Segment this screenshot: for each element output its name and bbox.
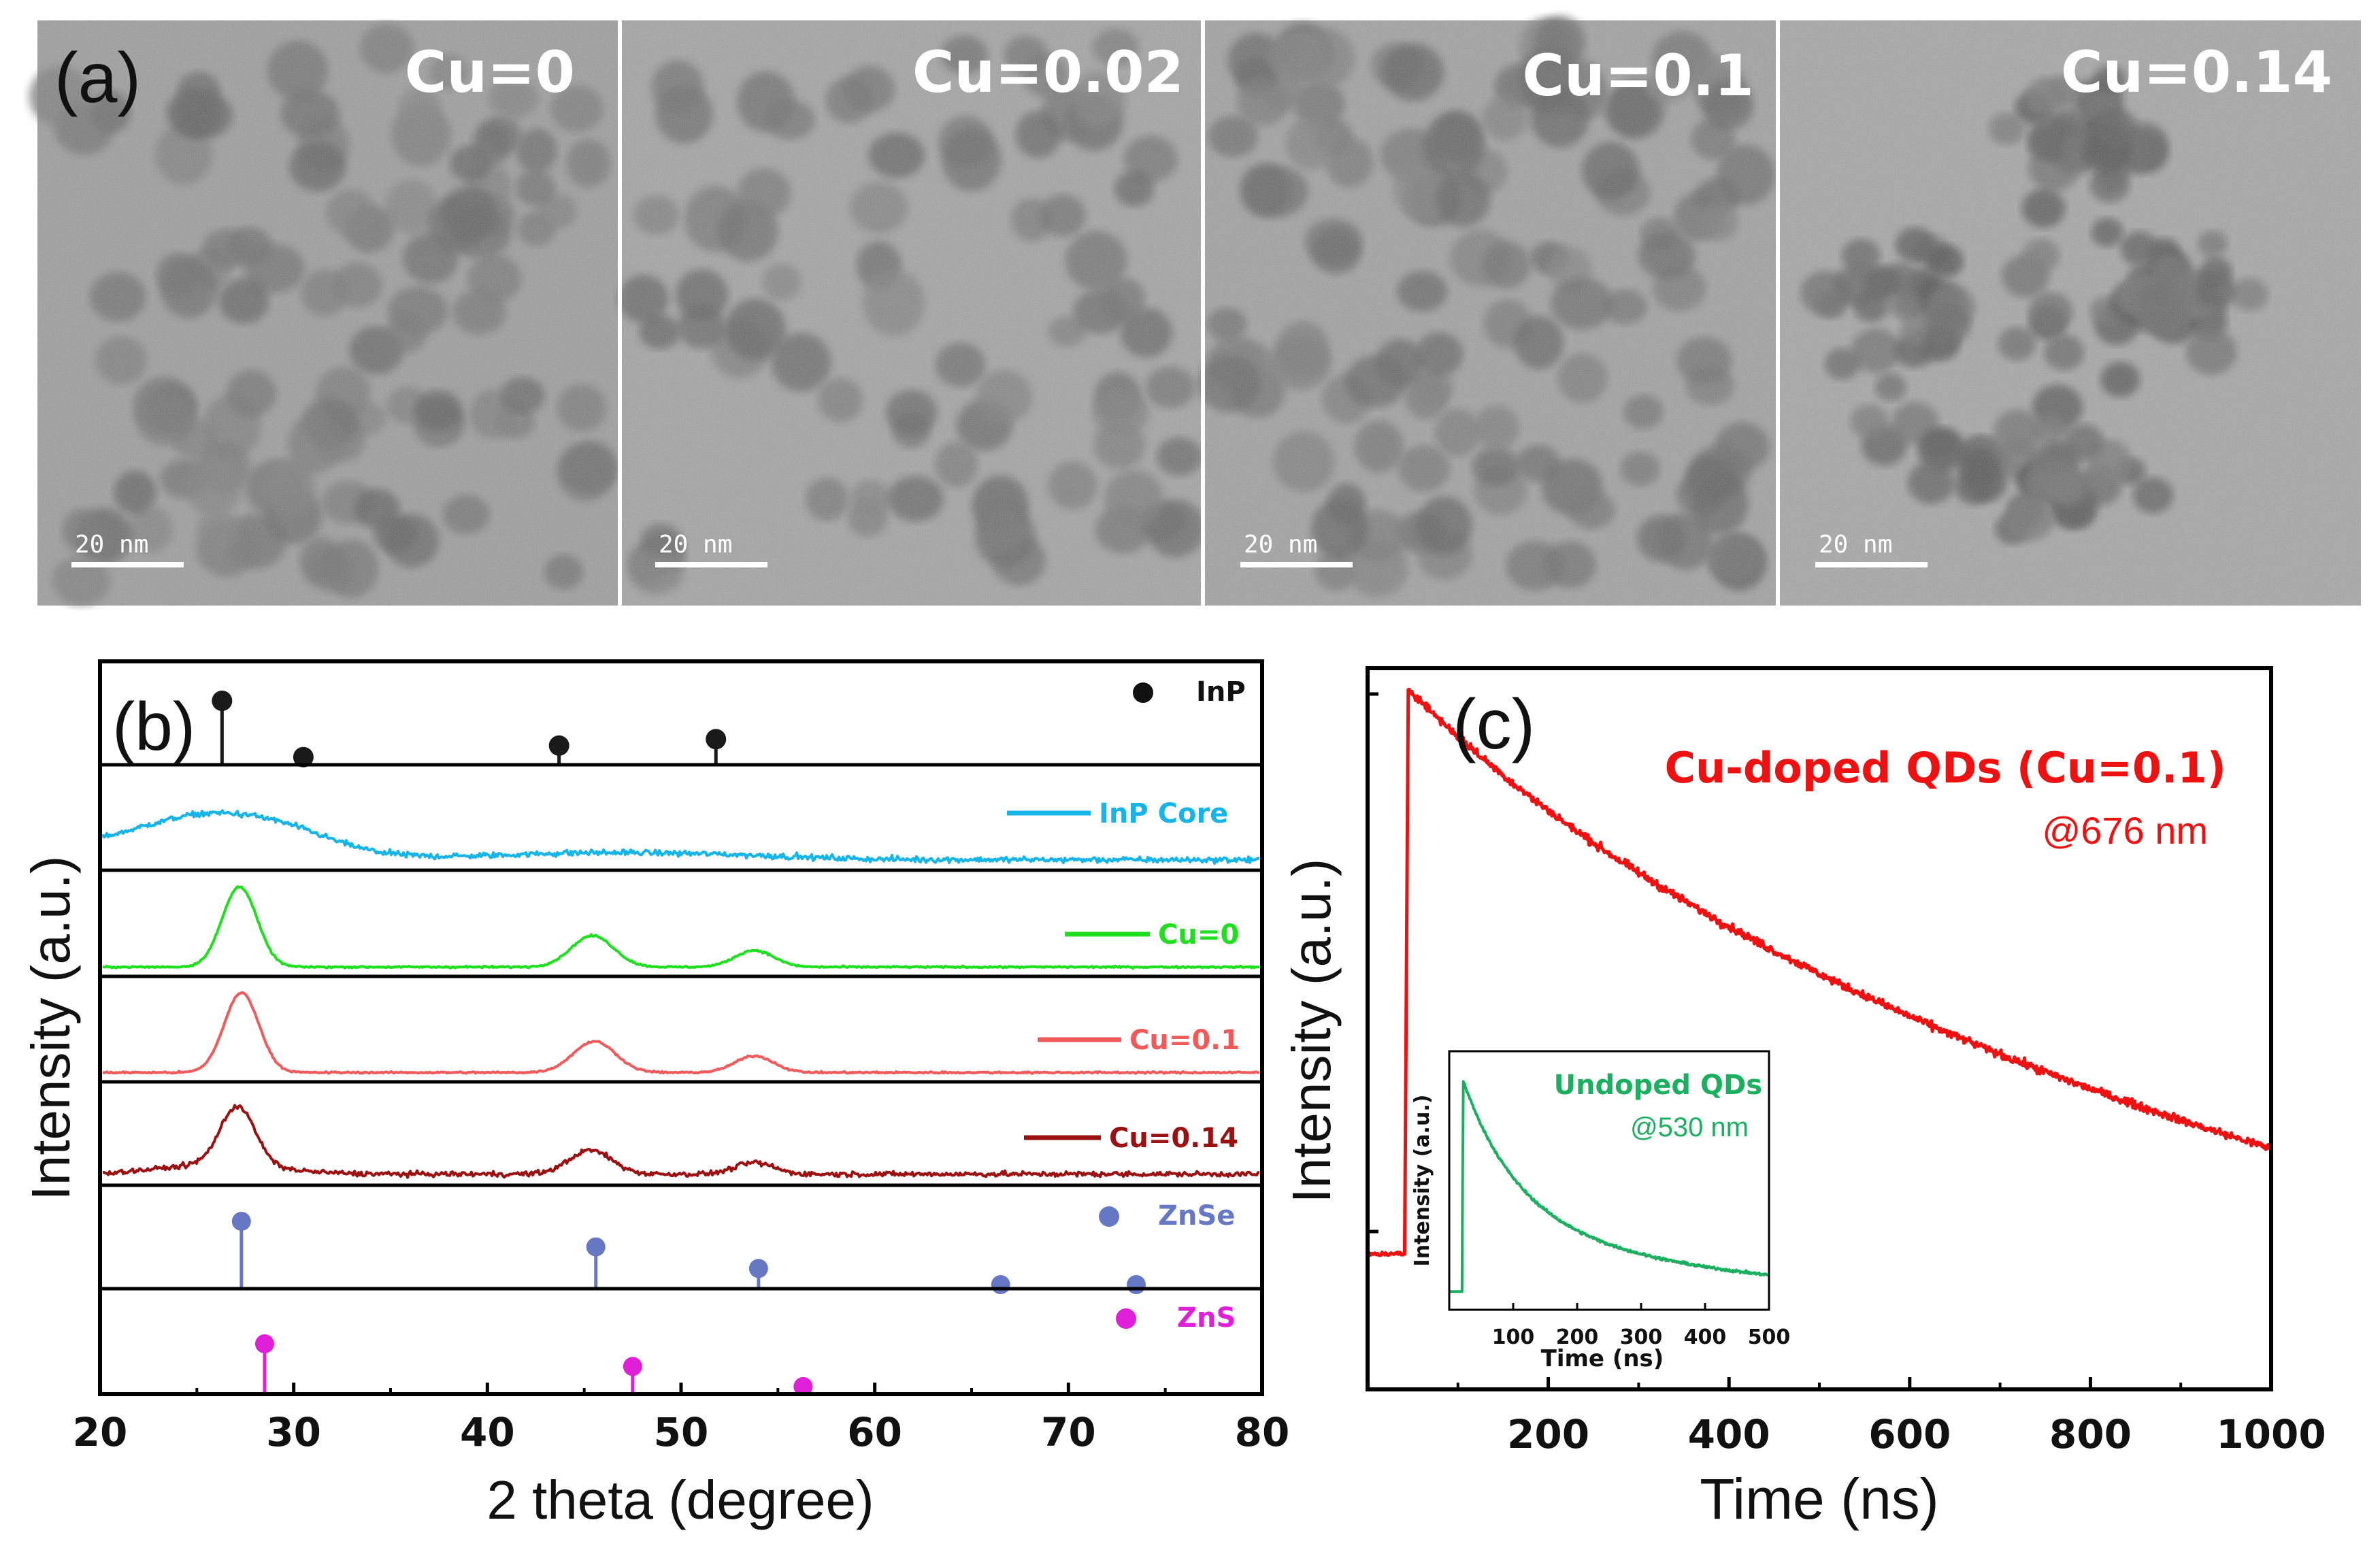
xrd-x-axis-title: 2 theta (degree)	[486, 1470, 874, 1530]
inset-y-axis-title: Intensity (a.u.)	[1410, 1095, 1434, 1267]
inset-chart: 100 200 300 400 500 Undoped QDs @530 nm Time…	[1410, 1050, 1791, 1372]
legend-label-inp: InP	[1196, 676, 1246, 708]
decay-y-axis-title: Intensity (a.u.)	[1281, 859, 1342, 1204]
xrd-series-line	[102, 991, 1260, 1075]
decay-trace-cu-doped	[1366, 687, 2272, 1257]
decay-x-tick-label: 400	[1688, 1411, 1770, 1457]
decay-series-wavelength: @676 nm	[2042, 809, 2208, 852]
xrd-plot-border	[98, 659, 1264, 1396]
reference-marker-zns	[623, 1357, 642, 1376]
scale-bar-label: 20 nm	[659, 531, 732, 559]
inset-x-axis: 100 200 300 400 500	[1492, 1303, 1791, 1349]
decay-series-label: Cu-doped QDs (Cu=0.1)	[1665, 743, 2227, 793]
tem-label-cu-0: Cu=0	[405, 39, 575, 105]
xrd-x-tick-label: 20	[73, 1409, 128, 1455]
tem-label-cu-0-02: Cu=0.02	[912, 39, 1184, 105]
reference-marker-inp	[548, 735, 569, 756]
reference-marker-zns	[793, 1376, 813, 1396]
legend-label-cu-0-1: Cu=0.1	[1129, 1025, 1240, 1056]
scale-bar	[655, 562, 767, 567]
decay-x-tick-label: 600	[1868, 1411, 1951, 1457]
decay-chart: 200 400 600 800 1000 (c) Cu-doped QDs (Cu=0.…	[1281, 666, 2326, 1531]
inset-series-wavelength: @530 nm	[1630, 1112, 1749, 1142]
inset-x-tick-label: 500	[1748, 1325, 1791, 1349]
tem-label-cu-0-14: Cu=0.14	[2061, 39, 2332, 105]
scale-bar	[1815, 562, 1928, 567]
panel-a-label: (a)	[54, 39, 141, 118]
inset-border	[1448, 1050, 1770, 1311]
legend-marker-zns	[1116, 1308, 1136, 1329]
reference-marker-inp	[293, 746, 314, 767]
tem-grain-overlay	[37, 20, 2361, 606]
scale-bar-label: 20 nm	[1819, 531, 1892, 559]
legend-label-znse: ZnSe	[1158, 1200, 1235, 1232]
tem-image-strip: (a) Cu=0 Cu=0.02 Cu=0.1 Cu=0.14 20 nm 20…	[29, 16, 2361, 606]
xrd-series-line	[102, 1104, 1260, 1179]
reference-marker-znse	[1126, 1275, 1146, 1295]
xrd-x-tick-label: 60	[847, 1409, 902, 1455]
scale-bar	[71, 562, 184, 567]
reference-marker-zns	[254, 1334, 274, 1353]
reference-marker-inp	[706, 729, 727, 750]
xrd-chart: 20 30 40 50 60 70 80 (b) 2 theta (degree) Inte…	[20, 659, 1290, 1530]
inset-series-line	[1448, 1080, 1770, 1293]
scale-bar-label: 20 nm	[1244, 531, 1317, 559]
legend-marker-znse	[1099, 1206, 1119, 1227]
inset-trace-undoped	[1448, 1080, 1770, 1293]
decay-series-line	[1366, 687, 2272, 1257]
inset-background	[1449, 1051, 1769, 1310]
inset-x-tick-label: 100	[1492, 1325, 1535, 1349]
panel-c-label: (c)	[1453, 685, 1535, 764]
reference-marker-znse	[231, 1212, 251, 1231]
scale-bar	[1240, 562, 1353, 567]
inset-x-tick-label: 300	[1620, 1325, 1663, 1349]
legend-label-cu-0-14: Cu=0.14	[1109, 1123, 1238, 1154]
xrd-y-axis-title: Intensity (a.u.)	[20, 856, 81, 1201]
xrd-series-line	[101, 809, 1260, 865]
legend-label-inp-core: InP Core	[1099, 798, 1228, 829]
decay-x-axis-title: Time (ns)	[1700, 1467, 1939, 1531]
legend-label-cu-0: Cu=0	[1158, 919, 1239, 951]
xrd-x-tick-label: 40	[460, 1409, 515, 1455]
decay-x-tick-label: 800	[2049, 1411, 2132, 1457]
legend-label-zns: ZnS	[1177, 1302, 1236, 1334]
inset-x-axis-title: Time (ns)	[1541, 1345, 1664, 1372]
legend-marker-inp	[1133, 682, 1153, 703]
inset-x-tick-label: 200	[1556, 1325, 1599, 1349]
xrd-frame	[98, 659, 1264, 1396]
xrd-series-line	[102, 885, 1260, 970]
reference-marker-znse	[748, 1259, 768, 1278]
xrd-x-tick-label: 30	[266, 1409, 321, 1455]
xrd-traces	[101, 691, 1260, 1396]
decay-x-axis: 200 400 600 800 1000	[1368, 692, 2326, 1457]
scale-bar-label: 20 nm	[75, 531, 148, 559]
panel-b-label: (b)	[112, 689, 195, 765]
reference-marker-inp	[212, 691, 233, 711]
inset-x-tick-label: 400	[1684, 1325, 1727, 1349]
xrd-x-axis: 20 30 40 50 60 70 80	[73, 1383, 1290, 1455]
decay-x-tick-label: 200	[1507, 1411, 1589, 1457]
inset-series-label: Undoped QDs	[1554, 1070, 1762, 1101]
reference-marker-znse	[991, 1275, 1010, 1295]
reference-marker-znse	[586, 1237, 606, 1257]
tem-label-cu-0-1: Cu=0.1	[1522, 42, 1754, 109]
decay-x-tick-label: 1000	[2216, 1411, 2326, 1457]
xrd-x-tick-label: 70	[1041, 1409, 1096, 1455]
xrd-x-tick-label: 80	[1235, 1409, 1290, 1455]
xrd-x-tick-label: 50	[654, 1409, 709, 1455]
